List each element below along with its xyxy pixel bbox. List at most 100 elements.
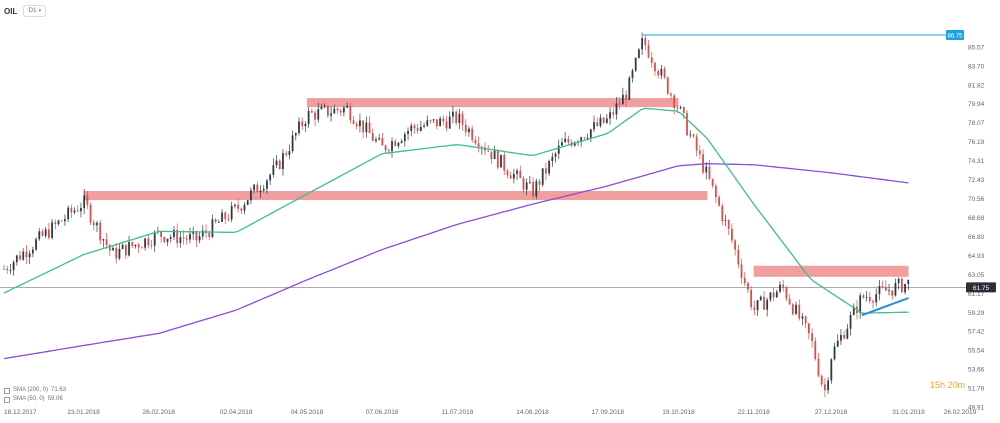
candle-body: [824, 384, 826, 391]
candle-body: [487, 150, 490, 152]
candle-body: [192, 231, 195, 234]
candle-body: [339, 110, 342, 113]
candle-body: [849, 314, 852, 329]
candle-body: [698, 150, 701, 155]
candle-body: [137, 244, 140, 248]
candle-body: [323, 105, 326, 107]
candle-body: [352, 120, 355, 124]
candle-body: [888, 290, 890, 292]
legend-row-sma50[interactable]: SMA (50, 0) 59.06: [4, 395, 66, 404]
candle-body: [721, 205, 724, 221]
candle-body: [83, 195, 86, 209]
candle-body: [464, 124, 467, 133]
interval-select[interactable]: D1 ▾: [23, 5, 47, 17]
candle-body: [593, 122, 595, 130]
moving-averages: [3, 107, 909, 360]
candle-body: [76, 210, 79, 212]
candle-body: [224, 212, 227, 220]
candle-body: [679, 107, 682, 109]
legend-value: 59.06: [47, 396, 63, 402]
candle-body: [769, 292, 772, 300]
candle-body: [878, 286, 881, 295]
x-tick-label: 31.01.2019: [892, 409, 925, 416]
candle-body: [461, 113, 464, 125]
y-tick-label: 78.07: [968, 120, 985, 127]
candle-body: [897, 278, 900, 284]
candle-body: [262, 188, 265, 191]
candle-body: [509, 175, 512, 179]
candle-body: [493, 150, 496, 160]
candle-body: [22, 251, 25, 260]
candle-body: [246, 200, 249, 205]
x-tick-label: 07.06.2018: [366, 409, 399, 416]
candle-body: [179, 237, 182, 244]
symbol-label[interactable]: OIL: [4, 6, 18, 16]
candle-body: [625, 94, 627, 100]
candle-body: [92, 222, 95, 226]
candle-body: [753, 307, 756, 311]
candle-body: [250, 190, 252, 201]
candle-body: [70, 207, 73, 213]
candle-body: [548, 160, 551, 174]
candle-body: [686, 113, 688, 136]
candle-body: [458, 113, 461, 123]
candle-body: [785, 287, 788, 299]
candle-body: [221, 212, 223, 222]
candle-body: [506, 170, 509, 176]
candle-body: [631, 70, 634, 78]
candle-body: [708, 166, 711, 179]
interval-value: D1: [28, 7, 37, 14]
candle-body: [294, 133, 297, 136]
legend-row-sma200[interactable]: SMA (200, 0) 71.63: [4, 386, 66, 395]
candle-body: [474, 140, 477, 144]
peak-label-box: [946, 29, 964, 40]
candle-body: [112, 247, 114, 251]
candle-body: [301, 121, 304, 127]
candle-body: [538, 181, 541, 185]
candle-body: [38, 231, 41, 240]
candle-body: [102, 239, 105, 241]
sma-50-line: [3, 107, 909, 314]
candle-body: [638, 49, 640, 58]
candle-body: [314, 112, 316, 120]
candle-body: [564, 138, 567, 143]
y-tick-label: 72.43: [968, 177, 985, 184]
candle-body: [419, 126, 422, 131]
candle-body: [15, 255, 18, 263]
candle-body: [198, 236, 201, 241]
candle-body: [573, 142, 576, 146]
resistance-zone: [306, 98, 679, 108]
candle-body: [747, 283, 749, 290]
legend-swatch-icon: [4, 396, 10, 403]
candle-body: [150, 245, 153, 247]
candle-body: [551, 156, 554, 161]
candle-body: [763, 296, 765, 310]
candle-body: [621, 94, 624, 105]
candle-body: [766, 299, 769, 310]
candle-body: [147, 238, 150, 246]
candle-body: [108, 244, 111, 251]
candle-body: [67, 207, 70, 220]
y-tick-label: 55.54: [968, 348, 985, 355]
candle-body: [516, 170, 518, 174]
candle-body: [19, 255, 21, 260]
candle-body: [3, 268, 5, 270]
y-tick-label: 49.91: [968, 405, 985, 412]
candle-body: [298, 121, 300, 134]
y-tick-label: 76.19: [968, 139, 985, 146]
candle-body: [118, 248, 121, 259]
candle-body: [326, 105, 329, 116]
candle-body: [371, 133, 374, 141]
y-tick-label: 74.31: [968, 158, 985, 165]
candle-body: [795, 304, 797, 314]
candle-body: [173, 229, 175, 237]
candle-body: [275, 160, 278, 166]
candle-body: [682, 107, 685, 114]
y-tick-label: 68.68: [968, 215, 985, 222]
candle-body: [400, 141, 403, 143]
candle-body: [452, 111, 454, 117]
candle-body: [843, 334, 846, 339]
candle-body: [44, 229, 47, 236]
legend-swatch-icon: [4, 387, 10, 394]
